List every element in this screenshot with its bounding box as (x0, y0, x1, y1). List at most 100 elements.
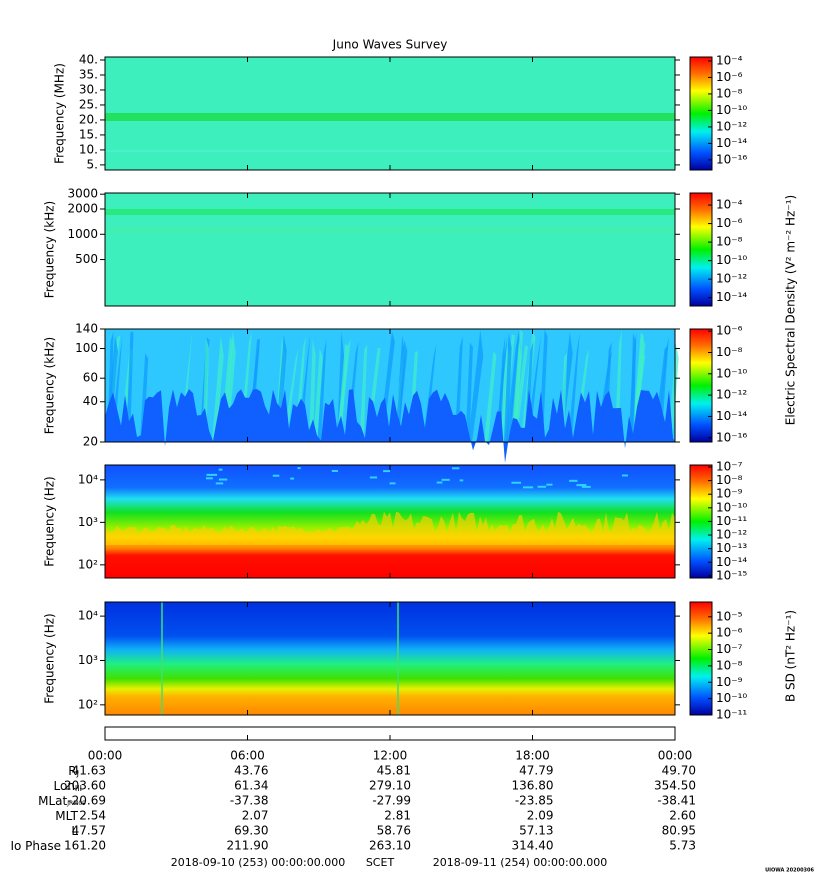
emission-streak (510, 342, 522, 442)
emission-streak (567, 332, 580, 442)
ephemeris-value: 263.10 (369, 839, 411, 853)
emission-band (105, 150, 675, 152)
colorbar-tick-label: 10⁻¹⁶ (716, 430, 747, 444)
emission-speck (546, 483, 553, 486)
colorbar-tick-label: 10⁻¹⁶ (716, 152, 747, 166)
ephemeris-value: 5.73 (669, 839, 696, 853)
y-tick-label: 5. (87, 157, 98, 171)
ephemeris-label: MLatJRM09 (38, 794, 86, 808)
colorbar-tick-label: 10⁻⁶ (716, 216, 743, 230)
colorbar-tick-label: 10⁻¹² (716, 388, 747, 402)
colorbar-tick-label: 10⁻⁴ (716, 198, 743, 212)
colorbar-tick-label: 10⁻⁶ (716, 626, 743, 640)
emission-streak (359, 344, 368, 442)
ephemeris-value: 136.80 (512, 779, 554, 793)
y-tick-label: 140 (75, 322, 98, 336)
ephemeris-label: RJ (68, 764, 79, 779)
colorbar-tick-label: 10⁻¹⁴ (716, 409, 747, 423)
colorbar-tick-label: 10⁻¹² (716, 272, 747, 286)
emission-band (105, 229, 675, 232)
emission-streak (629, 332, 636, 442)
colorbar-tick-label: 10⁻⁷ (716, 642, 743, 656)
ephemeris-label: Io Phase (10, 839, 61, 853)
y-tick-label: 40 (83, 394, 98, 408)
y-tick-label: 10² (78, 697, 98, 711)
emission-speck (523, 486, 534, 489)
x-tick-label: 18:00 (515, 749, 550, 763)
ephemeris-label-text: MLT (55, 809, 78, 823)
version-stamp: UIOWA 20200306 (765, 868, 814, 874)
colorbar-tick-label: 10⁻⁵ (716, 609, 743, 623)
y-tick-label: 1000 (67, 227, 98, 241)
emission-streak (631, 342, 646, 442)
ephemeris-label-text: Lon (54, 779, 75, 793)
emission-speck (215, 482, 224, 485)
colorbar-tick-label: 10⁻⁸ (716, 658, 743, 672)
colorbar-tick-label: 10⁻¹⁵ (716, 568, 747, 582)
ephemeris-value: -37.38 (230, 794, 269, 808)
emission-streak (336, 331, 345, 442)
ephemeris-value: 43.76 (234, 764, 268, 778)
emission-band (105, 113, 675, 121)
ephemeris-label-sub: III (75, 784, 82, 793)
colorbar-frame (689, 328, 713, 443)
ephemeris-value: -20.69 (67, 794, 106, 808)
ephemeris-value: 45.81 (377, 764, 411, 778)
ephemeris-label-sub: J (76, 769, 79, 778)
y-axis-label: Frequency (MHz) (53, 63, 67, 164)
ephemeris-value: 69.30 (234, 824, 268, 838)
emission-band (105, 209, 675, 215)
emission-speck (451, 467, 460, 470)
ephemeris-value: 49.70 (662, 764, 696, 778)
y-tick-label: 3000 (67, 187, 98, 201)
y-tick-label: 35. (79, 67, 98, 81)
colorbar-tick-label: 10⁻¹⁴ (716, 136, 747, 150)
emission-speck (331, 469, 339, 472)
emission-streak (211, 335, 224, 442)
x-tick-label: 00:00 (658, 749, 693, 763)
ephemeris-value: 354.50 (654, 779, 696, 793)
emission-streak (317, 338, 327, 442)
emission-speck (205, 477, 213, 480)
colorbar-tick-label: 10⁻⁷ (716, 459, 743, 473)
emission-streak (468, 329, 484, 442)
colorbar-frame (689, 56, 713, 171)
y-tick-label: 10³ (78, 653, 98, 667)
emission-streak (422, 343, 437, 442)
ephemeris-value: 279.10 (369, 779, 411, 793)
ephemeris-value: -38.41 (657, 794, 696, 808)
colorbar-frame (689, 601, 713, 716)
colorbar-tick-label: 10⁻¹⁰ (716, 366, 747, 380)
emission-speck (389, 482, 396, 485)
ephemeris-value: 57.13 (519, 824, 553, 838)
colorbar-tick-label: 10⁻¹⁴ (716, 555, 747, 569)
colorbar-tick-label: 10⁻¹³ (716, 541, 747, 555)
emission-speck (441, 478, 450, 481)
ephemeris-value: -27.99 (372, 794, 411, 808)
emission-speck (218, 478, 228, 481)
colorbar-tick-label: 10⁻⁸ (716, 86, 743, 100)
efield-colorbar-label: Electric Spectral Density (V² m⁻² Hz⁻¹) (784, 195, 798, 425)
colorbar-tick-label: 10⁻⁹ (716, 675, 743, 689)
colorbar-tick-label: 10⁻¹⁰ (716, 500, 747, 514)
spectrogram (105, 602, 675, 715)
ephemeris-value: 41.63 (72, 764, 106, 778)
x-tick-label: 12:00 (373, 749, 408, 763)
emission-streak (465, 342, 473, 442)
ephemeris-label: LonIII (54, 779, 83, 794)
bfield-colorbar-label: B SD (nT² Hz⁻¹) (784, 610, 798, 702)
y-axis-label: Frequency (kHz) (43, 337, 57, 434)
colorbar-tick-label: 10⁻⁶ (716, 70, 743, 84)
colorbar-tick-label: 10⁻¹⁰ (716, 691, 747, 705)
ephemeris-value: 161.20 (64, 839, 106, 853)
emission-speck (206, 473, 218, 476)
ephemeris-label-text: L (71, 824, 78, 838)
y-tick-label: 10⁴ (78, 609, 98, 623)
footer-end: 2018-09-11 (254) 00:00:00.000 (433, 856, 607, 869)
y-tick-label: 25. (79, 97, 98, 111)
ephemeris-label: MLT (55, 809, 78, 823)
emission-streak (503, 332, 512, 442)
ephemeris-value: 2.09 (527, 809, 554, 823)
ephemeris-value: 2.81 (384, 809, 411, 823)
colorbar-tick-label: 10⁻⁸ (716, 235, 743, 249)
